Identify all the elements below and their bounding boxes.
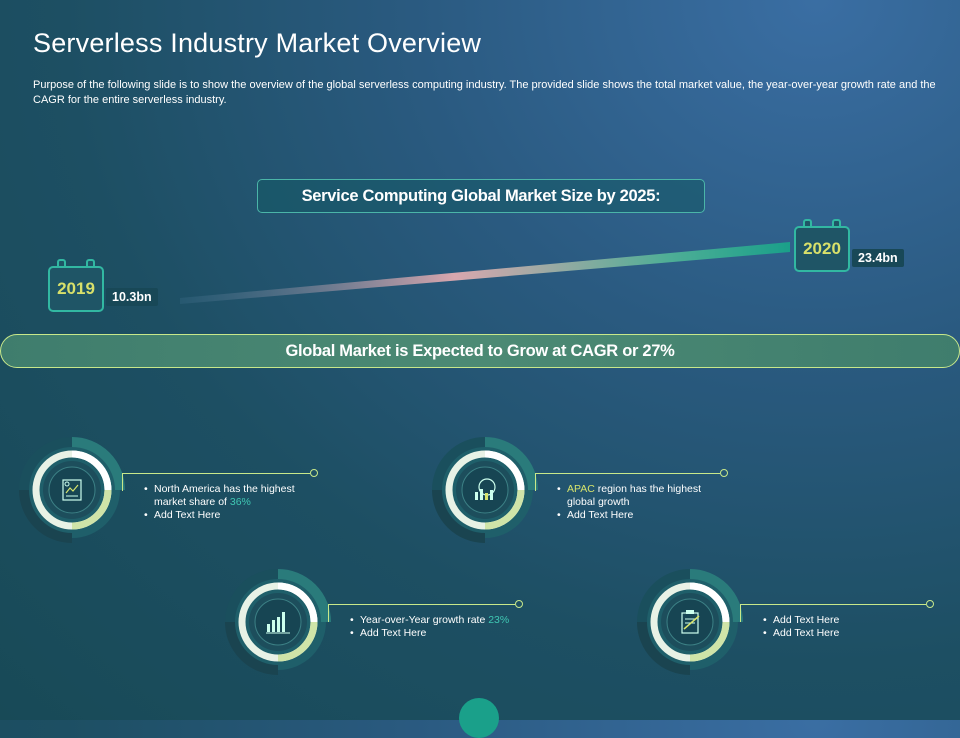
feature-ring	[432, 437, 538, 543]
decorative-circle	[459, 698, 499, 738]
global-growth-chart-icon	[475, 478, 496, 500]
calendar-icon: 2020	[794, 226, 850, 272]
feature-text: Year-over-Year growth rate 23%Add Text H…	[348, 614, 518, 640]
feature-bullet: Add Text Here	[348, 627, 518, 640]
bullet-highlight: APAC	[567, 483, 595, 495]
bullet-text: Add Text Here	[154, 509, 221, 521]
end-year: 2020	[803, 239, 841, 258]
connector-tick	[122, 473, 123, 491]
feature-text: APAC region has the highest global growt…	[555, 483, 725, 522]
feature-ring	[19, 437, 125, 543]
feature-bullet: Add Text Here	[761, 627, 931, 640]
end-value: 23.4bn	[852, 249, 904, 267]
feature-text: Add Text HereAdd Text Here	[761, 614, 931, 640]
connector-line	[535, 473, 720, 474]
bullet-text: Year-over-Year growth rate	[360, 614, 489, 626]
calendar-2019: 2019	[48, 259, 104, 312]
clipboard-checklist-icon	[681, 610, 700, 634]
connector-line	[122, 473, 310, 474]
market-size-heading: Service Computing Global Market Size by …	[257, 179, 705, 213]
bullet-highlight: 23%	[488, 614, 510, 626]
connector-tick	[328, 604, 329, 622]
feature-ring	[637, 569, 743, 675]
connector-end-dot	[310, 469, 318, 477]
bullet-text: Add Text Here	[360, 627, 427, 639]
bullet-text: region has the highest global growth	[567, 483, 702, 508]
report-document-icon	[62, 479, 82, 501]
calendar-2020: 2020	[794, 219, 850, 272]
calendar-icon: 2019	[48, 266, 104, 312]
bullet-text: North America has the highest market sha…	[154, 483, 295, 508]
connector-line	[740, 604, 926, 605]
feature-bullet: North America has the highest market sha…	[142, 483, 312, 509]
feature-ring	[225, 569, 331, 675]
connector-end-dot	[926, 600, 934, 608]
feature-text: North America has the highest market sha…	[142, 483, 312, 522]
connector-end-dot	[515, 600, 523, 608]
bullet-text: Add Text Here	[773, 627, 840, 639]
connector-line	[328, 604, 515, 605]
feature-bullet: APAC region has the highest global growt…	[555, 483, 725, 509]
slide-description: Purpose of the following slide is to sho…	[33, 79, 936, 106]
feature-bullet: Year-over-Year growth rate 23%	[348, 614, 518, 627]
start-year: 2019	[57, 279, 95, 298]
feature-bullet: Add Text Here	[555, 509, 725, 522]
feature-bullet: Add Text Here	[761, 614, 931, 627]
connector-end-dot	[720, 469, 728, 477]
bullet-highlight: 36%	[229, 496, 251, 508]
growth-trend-line	[180, 242, 790, 304]
start-value: 10.3bn	[106, 288, 158, 306]
bullet-text: Add Text Here	[567, 509, 634, 521]
connector-tick	[535, 473, 536, 491]
bar-growth-chart-icon	[266, 612, 290, 634]
feature-bullet: Add Text Here	[142, 509, 312, 522]
slide-title: Serverless Industry Market Overview	[33, 28, 482, 58]
connector-tick	[740, 604, 741, 622]
bullet-text: Add Text Here	[773, 614, 840, 626]
cagr-banner: Global Market is Expected to Grow at CAG…	[0, 334, 960, 368]
